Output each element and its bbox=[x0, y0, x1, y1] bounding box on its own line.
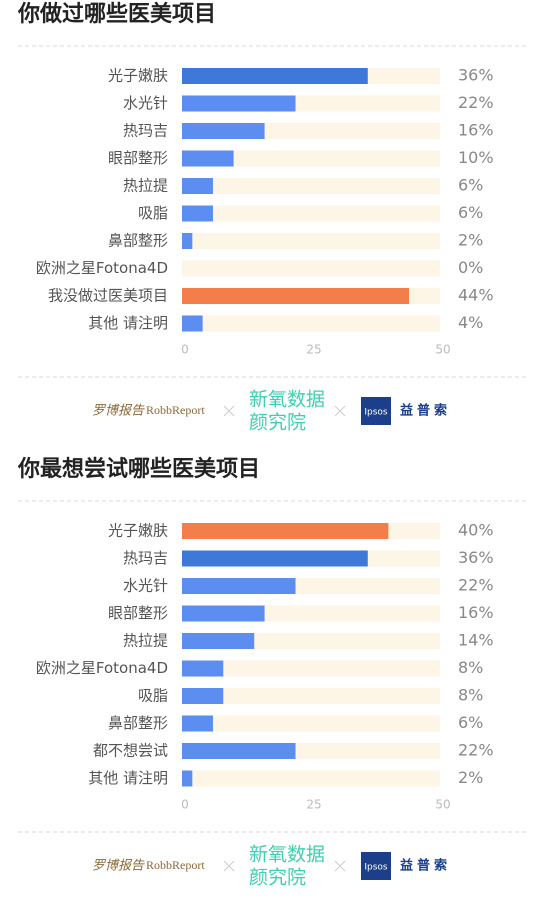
bar-track bbox=[182, 178, 440, 194]
bar bbox=[182, 150, 234, 167]
bar-track bbox=[182, 770, 440, 787]
logo-ipsos: Ipsos bbox=[364, 408, 388, 418]
value-label: 6% bbox=[458, 176, 483, 195]
category-label: 欧洲之星Fotona4D bbox=[36, 259, 168, 277]
category-label: 热拉提 bbox=[123, 632, 168, 650]
value-label: 0% bbox=[458, 258, 483, 277]
category-label: 热拉提 bbox=[123, 177, 168, 195]
logo-soyoung: 颜究院 bbox=[249, 867, 306, 889]
bar-track bbox=[182, 233, 440, 249]
logo-soyoung: 新氧数据 bbox=[249, 389, 325, 411]
bar bbox=[182, 315, 203, 332]
bar bbox=[182, 633, 255, 649]
logo-ipsos: Ipsos bbox=[364, 863, 388, 873]
category-label: 其他 请注明 bbox=[88, 769, 168, 787]
x-tick-label: 25 bbox=[306, 343, 321, 357]
value-label: 8% bbox=[458, 658, 483, 677]
value-label: 6% bbox=[458, 203, 483, 222]
category-label: 鼻部整形 bbox=[108, 232, 168, 250]
value-label: 16% bbox=[458, 603, 494, 622]
bar bbox=[182, 123, 265, 139]
value-label: 4% bbox=[458, 313, 483, 332]
cross bbox=[334, 860, 346, 872]
x-tick-label: 25 bbox=[306, 798, 321, 812]
logo-soyoung: 新氧数据 bbox=[249, 844, 325, 866]
logo-ipsos-box bbox=[361, 397, 391, 425]
value-label: 22% bbox=[458, 93, 494, 112]
category-label: 热玛吉 bbox=[123, 122, 168, 140]
cross bbox=[334, 405, 346, 417]
bar bbox=[182, 660, 224, 677]
chart-title: 你最想尝试哪些医美项目 bbox=[17, 456, 260, 482]
category-label: 眼部整形 bbox=[108, 149, 168, 167]
value-label: 44% bbox=[458, 286, 494, 305]
value-label: 8% bbox=[458, 686, 483, 705]
value-label: 22% bbox=[458, 741, 494, 760]
value-label: 2% bbox=[458, 231, 483, 250]
value-label: 16% bbox=[458, 121, 494, 140]
value-label: 40% bbox=[458, 521, 494, 540]
x-tick-label: 50 bbox=[435, 798, 450, 812]
bar bbox=[182, 550, 368, 567]
category-label: 热玛吉 bbox=[123, 549, 168, 567]
bar bbox=[182, 233, 193, 249]
logo-ipsos-box bbox=[361, 852, 391, 880]
bar bbox=[182, 578, 296, 594]
value-label: 14% bbox=[458, 631, 494, 650]
bar bbox=[182, 68, 368, 84]
value-label: 6% bbox=[458, 713, 483, 732]
cross bbox=[223, 405, 235, 417]
bar bbox=[182, 288, 410, 304]
bar bbox=[182, 688, 224, 704]
bar-track bbox=[182, 205, 440, 222]
bar-track bbox=[182, 688, 440, 704]
category-label: 我没做过医美项目 bbox=[48, 287, 168, 305]
logo-robb-en: RobbReport bbox=[146, 858, 205, 872]
category-label: 光子嫩肤 bbox=[108, 522, 168, 540]
category-label: 吸脂 bbox=[138, 204, 168, 222]
bar-track bbox=[182, 315, 440, 332]
category-label: 吸脂 bbox=[138, 687, 168, 705]
value-label: 36% bbox=[458, 66, 494, 85]
bar bbox=[182, 770, 193, 787]
logo-ipsos-cn: 益普索 bbox=[400, 403, 451, 419]
value-label: 36% bbox=[458, 548, 494, 567]
x-tick-label: 0 bbox=[181, 798, 189, 812]
category-label: 鼻部整形 bbox=[108, 714, 168, 732]
logo-soyoung: 颜究院 bbox=[249, 412, 306, 434]
category-label: 欧洲之星Fotona4D bbox=[36, 659, 168, 677]
bar bbox=[182, 605, 265, 622]
logo-robb-cn: 罗博报告 bbox=[92, 859, 145, 874]
bar bbox=[182, 178, 213, 194]
value-label: 22% bbox=[458, 576, 494, 595]
category-label: 水光针 bbox=[123, 94, 168, 112]
logo-ipsos-cn: 益普索 bbox=[400, 858, 451, 874]
category-label: 光子嫩肤 bbox=[108, 67, 168, 85]
logo-robb-cn: 罗博报告 bbox=[92, 404, 145, 419]
chart-title: 你做过哪些医美项目 bbox=[17, 1, 216, 27]
bar-track bbox=[182, 715, 440, 732]
category-label: 眼部整形 bbox=[108, 604, 168, 622]
bar-track bbox=[182, 660, 440, 677]
bar bbox=[182, 743, 296, 759]
cross bbox=[223, 860, 235, 872]
bar bbox=[182, 715, 213, 732]
bar-track bbox=[182, 150, 440, 167]
x-tick-label: 0 bbox=[181, 343, 189, 357]
value-label: 10% bbox=[458, 148, 494, 167]
bar bbox=[182, 205, 213, 222]
x-tick-label: 50 bbox=[435, 343, 450, 357]
bar bbox=[182, 95, 296, 112]
category-label: 其他 请注明 bbox=[88, 314, 168, 332]
bar-track bbox=[182, 260, 440, 277]
category-label: 水光针 bbox=[123, 577, 168, 595]
bar bbox=[182, 523, 389, 539]
category-label: 都不想尝试 bbox=[93, 742, 168, 760]
value-label: 2% bbox=[458, 768, 483, 787]
logo-robb-en: RobbReport bbox=[146, 403, 205, 417]
